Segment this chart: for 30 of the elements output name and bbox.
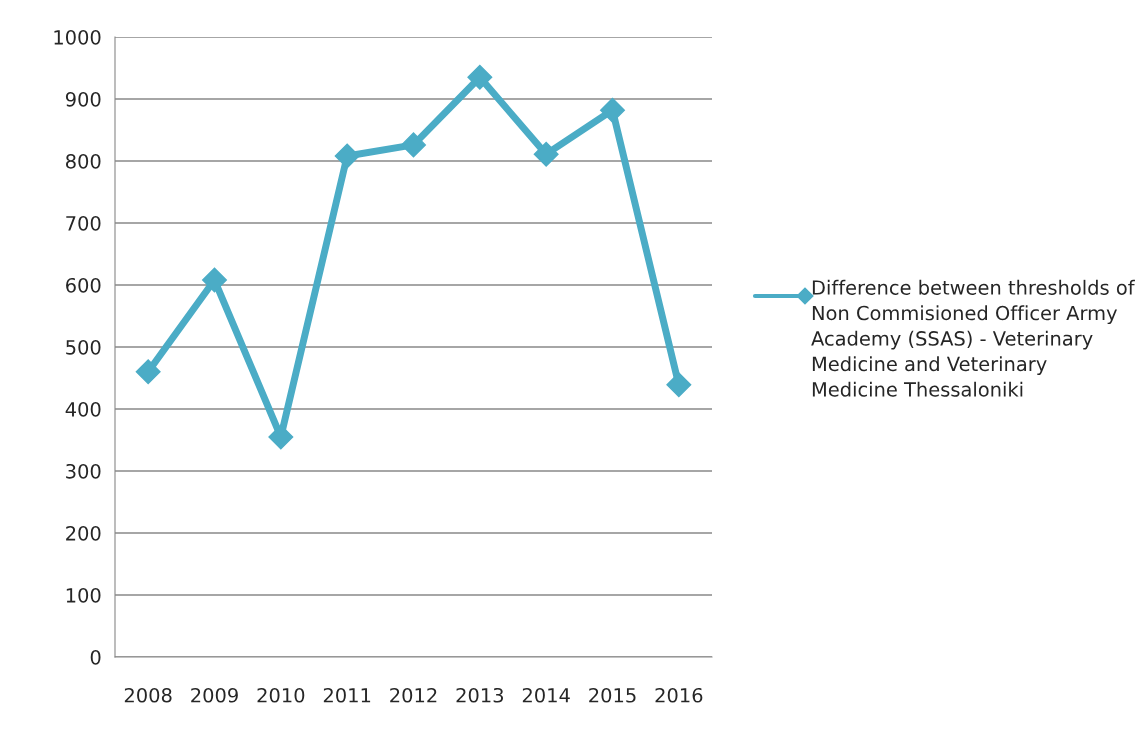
- point: [401, 132, 426, 158]
- y-tick-label: 700: [66, 215, 101, 231]
- x-tick-label: 2013: [456, 687, 504, 703]
- x-tick-label: 2010: [257, 687, 305, 703]
- point: [600, 97, 625, 123]
- x-tick-label: 2014: [522, 687, 570, 703]
- y-tick-label: 600: [66, 277, 101, 293]
- x-tick-label: 2009: [191, 687, 238, 703]
- point: [533, 141, 559, 167]
- y-tick-label: 900: [65, 91, 101, 107]
- point: [268, 424, 294, 450]
- point: [467, 64, 493, 90]
- x-tick-label: 2011: [323, 687, 371, 703]
- y-tick-label: 400: [65, 401, 101, 417]
- y-tick-label: 100: [66, 587, 101, 603]
- point: [135, 359, 161, 385]
- y-tick-label: 1000: [54, 29, 101, 45]
- point: [334, 143, 360, 169]
- x-tick-label: 2008: [124, 687, 172, 703]
- legend-label: Difference between thresholds of Non Commisioned Officer Army Academy (SSAS) - Veterinary Medicine and Veterinary Medicine Thessaloniki: [811, 279, 1135, 397]
- y-tick-label: 500: [66, 339, 101, 355]
- point: [202, 267, 227, 293]
- x-tick-label: 2015: [589, 687, 636, 703]
- point: [666, 372, 692, 398]
- y-tick-label: 800: [66, 153, 101, 169]
- x-tick-label: 2012: [390, 687, 437, 703]
- y-tick-label: 200: [66, 525, 101, 541]
- y-tick-label: 300: [66, 463, 101, 479]
- x-tick-label: 2016: [655, 687, 703, 703]
- y-tick-label: 0: [90, 649, 101, 665]
